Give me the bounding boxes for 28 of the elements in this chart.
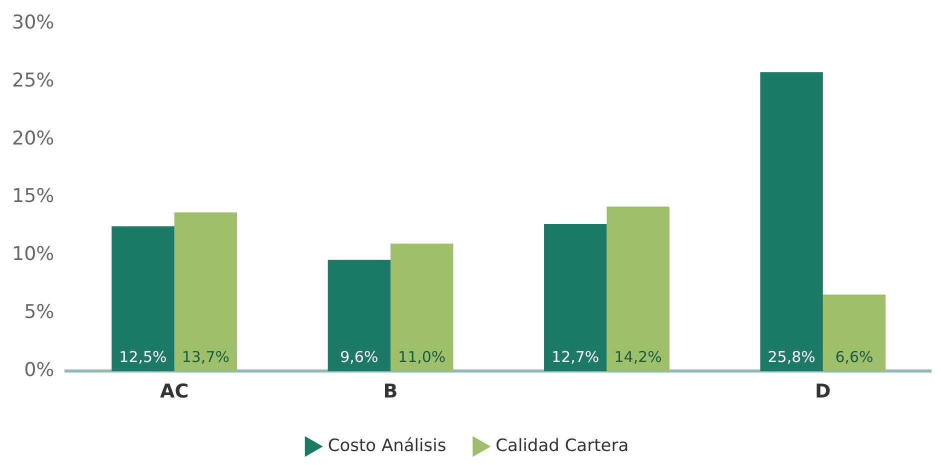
y-tick-label: 10% xyxy=(12,243,54,266)
data-label: 25,8% xyxy=(768,348,816,366)
x-tick-label: B xyxy=(383,380,398,403)
data-label: 12,7% xyxy=(552,348,600,366)
y-tick-label: 5% xyxy=(24,301,54,324)
legend-label: Costo Análisis xyxy=(328,436,446,456)
legend-label: Calidad Cartera xyxy=(496,436,629,456)
bar xyxy=(822,294,886,372)
x-tick-label: D xyxy=(815,380,831,403)
data-label: 9,6% xyxy=(340,348,378,366)
data-label: 12,5% xyxy=(119,348,167,366)
bar xyxy=(112,226,174,372)
data-label: 6,6% xyxy=(835,348,874,366)
bar xyxy=(544,224,607,372)
x-tick-label: AC xyxy=(160,380,189,403)
bar xyxy=(390,244,454,372)
y-tick-label: 20% xyxy=(12,127,54,150)
bar xyxy=(174,212,238,372)
bar xyxy=(328,260,391,372)
data-label: 14,2% xyxy=(614,348,662,366)
y-tick-label: 15% xyxy=(12,185,54,208)
y-tick-label: 25% xyxy=(12,69,54,92)
data-label: 13,7% xyxy=(182,348,230,366)
bar xyxy=(606,206,670,372)
y-tick-label: 30% xyxy=(12,11,54,34)
y-tick-label: 0% xyxy=(24,359,54,382)
bar xyxy=(760,72,823,372)
data-label: 11,0% xyxy=(398,348,446,366)
